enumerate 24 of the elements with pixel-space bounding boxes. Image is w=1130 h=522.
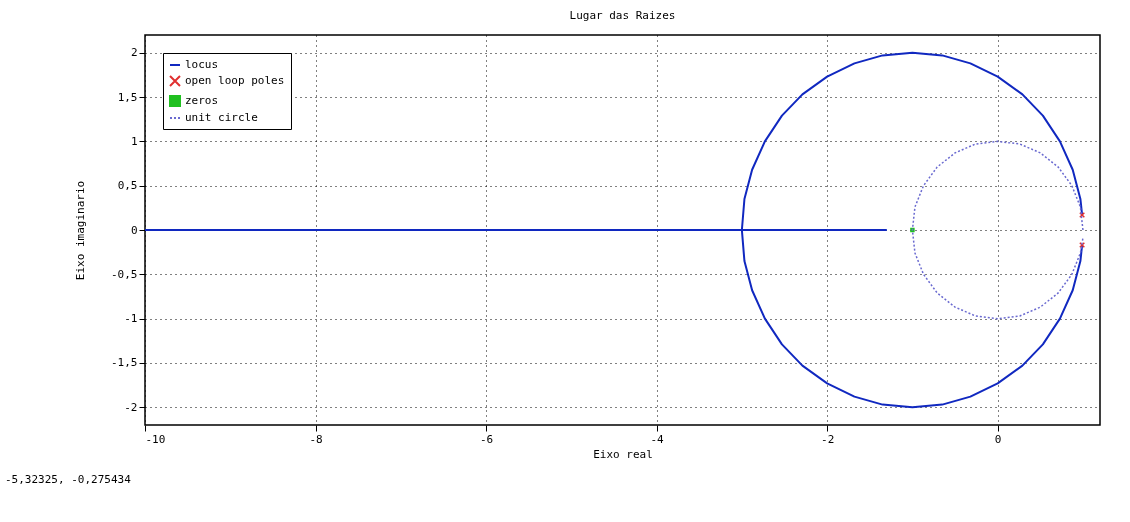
chart-title: Lugar das Raizes xyxy=(569,9,676,22)
x-tick-label: -10 xyxy=(145,432,166,446)
y-tick-label: -0,5 xyxy=(111,267,138,281)
x-tick-label: -6 xyxy=(479,432,494,446)
x-tick-label: -2 xyxy=(821,432,835,446)
legend-label: zeros xyxy=(185,94,219,107)
legend-label: unit circle xyxy=(185,111,258,124)
y-tick-label: -1,5 xyxy=(111,356,138,370)
y-tick-label: 2 xyxy=(130,46,138,60)
x-axis-title: Eixo real xyxy=(593,447,653,461)
y-tick-label: -2 xyxy=(124,400,138,414)
x-tick-label: -8 xyxy=(309,432,323,446)
x-tick-label: 0 xyxy=(994,432,1002,446)
legend-label: open loop poles xyxy=(185,74,285,87)
y-axis-title: Eixo imaginario xyxy=(74,180,88,281)
y-tick-label: 1,5 xyxy=(117,90,138,104)
y-tick-label: 0 xyxy=(130,223,138,237)
text: -5,32325, -0,275434 xyxy=(5,473,132,486)
y-tick-label: 1 xyxy=(130,134,138,148)
x-tick-label: -4 xyxy=(650,432,665,446)
legend-label: locus xyxy=(185,58,219,71)
y-tick-label: -1 xyxy=(124,312,138,326)
line-series xyxy=(911,140,1084,320)
y-tick-label: 0,5 xyxy=(117,179,138,193)
